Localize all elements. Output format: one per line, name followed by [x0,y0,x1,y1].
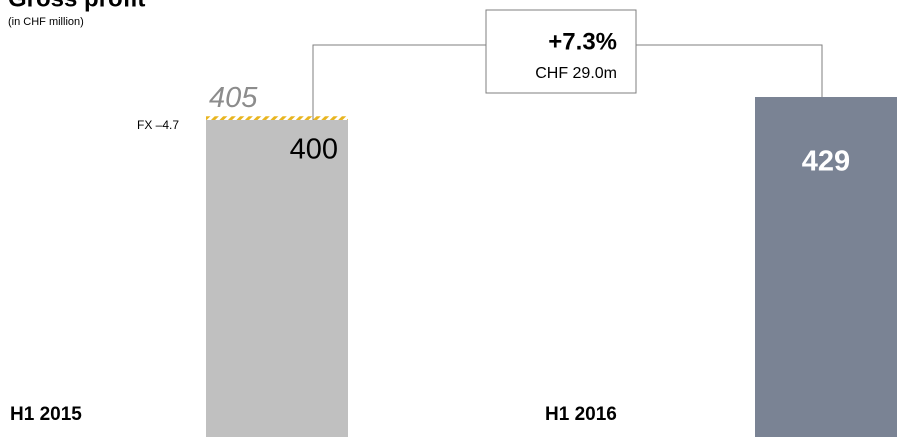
value-label: 400 [290,134,338,166]
fx-label: FX –4.7 [137,118,179,132]
category-label: H1 2016 [545,404,617,425]
change-label: CHF 29.0m [535,65,617,82]
bar [206,119,348,437]
chart-subtitle: (in CHF million) [8,16,84,28]
restated-label: 405 [209,82,258,114]
growth-box [485,9,637,94]
bar [755,97,897,437]
connector [312,44,486,120]
growth-label: +7.3% [548,28,617,55]
connector [636,44,823,97]
fx-hatch [206,116,348,120]
value-label: 429 [802,146,850,178]
chart-title: Gross profit [8,0,145,12]
category-label: H1 2015 [10,404,82,425]
